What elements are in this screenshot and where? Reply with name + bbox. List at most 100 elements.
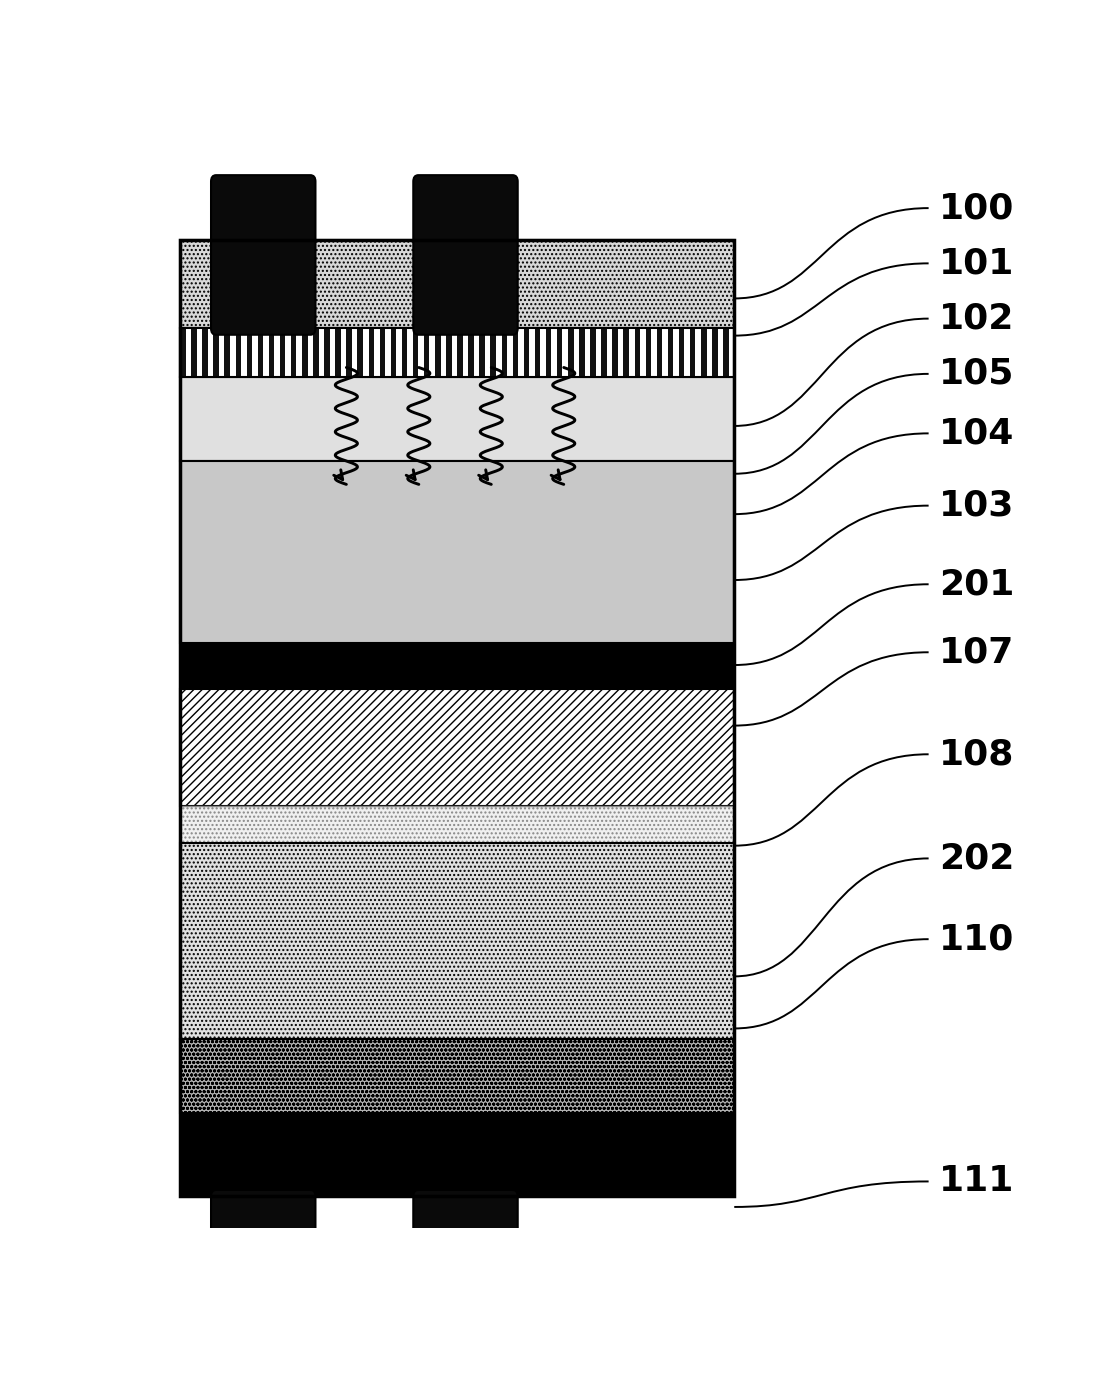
Bar (573, 328, 579, 378)
Bar (690, 328, 695, 378)
Bar (224, 328, 230, 378)
Text: 108: 108 (938, 737, 1014, 771)
Bar (346, 328, 352, 378)
Bar (390, 328, 396, 378)
Bar (208, 328, 213, 378)
Bar (712, 328, 717, 378)
Bar (469, 328, 474, 378)
Bar (723, 328, 728, 378)
Bar (452, 328, 458, 378)
Bar (202, 328, 208, 378)
Bar (474, 328, 480, 378)
Bar (568, 328, 573, 378)
Text: 105: 105 (938, 357, 1014, 391)
Bar (629, 328, 635, 378)
Bar (180, 328, 186, 378)
Bar (213, 328, 219, 378)
Bar (180, 328, 734, 378)
Text: 201: 201 (938, 567, 1014, 602)
Bar (314, 328, 319, 378)
Bar (402, 328, 407, 378)
Bar (463, 328, 469, 378)
Bar (180, 461, 734, 643)
Bar (441, 328, 447, 378)
Bar (668, 328, 673, 378)
Bar (297, 328, 302, 378)
Bar (434, 328, 441, 378)
Bar (695, 328, 701, 378)
Bar (180, 806, 734, 843)
Text: 102: 102 (938, 302, 1014, 335)
Bar (363, 328, 368, 378)
Bar (180, 240, 734, 1196)
Text: 100: 100 (938, 190, 1014, 225)
Bar (507, 328, 513, 378)
Bar (551, 328, 557, 378)
Bar (341, 328, 346, 378)
Bar (319, 328, 324, 378)
Bar (717, 328, 723, 378)
Bar (458, 328, 463, 378)
Bar (358, 328, 363, 378)
Bar (219, 328, 224, 378)
Bar (562, 328, 568, 378)
Bar (180, 378, 734, 461)
Bar (230, 328, 235, 378)
Bar (285, 328, 290, 378)
Bar (591, 328, 596, 378)
Bar (279, 328, 285, 378)
Bar (191, 328, 197, 378)
Bar (396, 328, 402, 378)
Bar (646, 328, 651, 378)
Bar (180, 1039, 734, 1112)
Bar (662, 328, 668, 378)
Bar (480, 328, 485, 378)
Bar (602, 328, 607, 378)
Bar (352, 328, 358, 378)
Bar (412, 328, 418, 378)
Bar (584, 328, 591, 378)
Bar (728, 328, 734, 378)
Bar (180, 328, 734, 378)
Bar (246, 328, 252, 378)
Bar (418, 328, 424, 378)
Bar (640, 328, 646, 378)
Bar (502, 328, 507, 378)
Bar (529, 328, 535, 378)
Bar (257, 328, 263, 378)
Bar (607, 328, 613, 378)
Bar (429, 328, 434, 378)
Bar (268, 328, 274, 378)
Bar (180, 643, 734, 689)
Bar (180, 1112, 734, 1196)
Bar (546, 328, 551, 378)
Bar (540, 328, 546, 378)
Text: 202: 202 (938, 842, 1014, 875)
Bar (180, 843, 734, 1039)
Bar (513, 328, 518, 378)
Bar (579, 328, 584, 378)
Bar (618, 328, 624, 378)
Bar (180, 689, 734, 806)
FancyBboxPatch shape (414, 1190, 518, 1256)
Bar (290, 328, 297, 378)
Text: 101: 101 (938, 247, 1014, 280)
Text: 110: 110 (938, 922, 1014, 956)
Bar (673, 328, 679, 378)
Bar (235, 328, 241, 378)
Bar (374, 328, 379, 378)
Bar (379, 328, 385, 378)
Bar (424, 328, 429, 378)
Bar (557, 328, 562, 378)
FancyBboxPatch shape (211, 1190, 316, 1256)
Bar (302, 328, 308, 378)
Text: 107: 107 (938, 635, 1014, 669)
Bar (368, 328, 374, 378)
Bar (496, 328, 502, 378)
Bar (596, 328, 602, 378)
Bar (706, 328, 712, 378)
Bar (518, 328, 524, 378)
Bar (684, 328, 690, 378)
Bar (624, 328, 629, 378)
Bar (491, 328, 496, 378)
